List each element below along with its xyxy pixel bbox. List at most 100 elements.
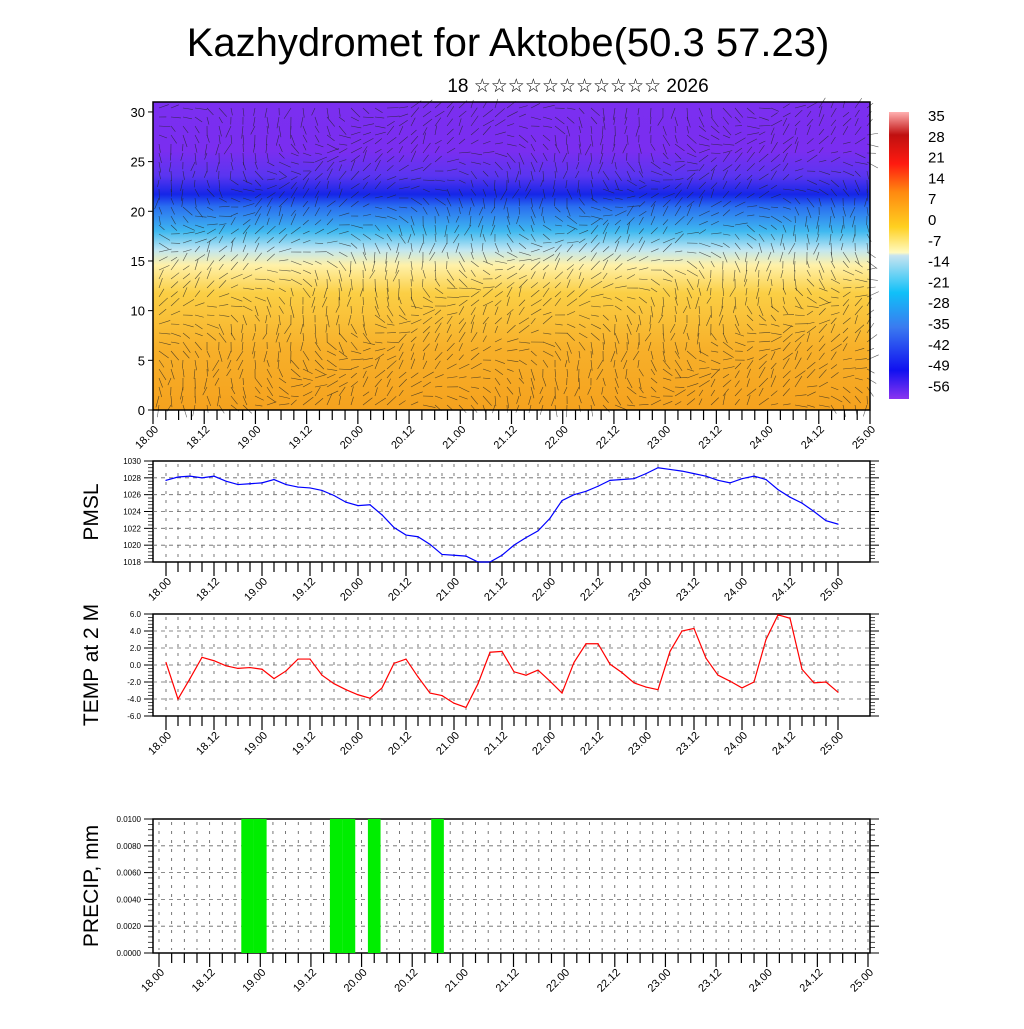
data-point [789,618,790,619]
x-tick-label: 22.00 [530,576,558,604]
y-tick-label: 1028 [123,474,141,483]
data-point [561,500,562,501]
x-tick-label: 19.00 [242,576,270,604]
data-point [645,473,646,474]
data-point [801,669,802,670]
data-point [381,514,382,515]
y-tick-label: 5 [138,353,145,368]
data-point [357,694,358,695]
data-point [345,689,346,690]
data-point [513,671,514,672]
y-tick-label: 6.0 [130,610,142,619]
data-point [393,663,394,664]
data-point [225,665,226,666]
y-tick-label: 4.0 [130,627,142,636]
data-point [237,484,238,485]
data-point [765,479,766,480]
x-tick-label: 19.00 [242,730,270,758]
x-tick-label: 25.00 [818,730,846,758]
y-tick-label: 0.0040 [117,895,142,904]
data-point [681,630,682,631]
data-point [525,675,526,676]
data-point [621,479,622,480]
data-point [417,536,418,537]
data-point [309,487,310,488]
data-point [285,484,286,485]
data-point [429,544,430,545]
data-point [801,502,802,503]
data-point [165,480,166,481]
precip-bar [343,819,356,953]
x-tick-label: 22.12 [578,576,606,604]
y-tick-label: 25 [131,155,145,170]
x-tick-label: 19.00 [236,424,264,452]
y-tick-label: 1020 [123,541,141,550]
y-axis-label: PMSL [80,483,103,540]
x-tick-label: 20.00 [342,967,370,995]
data-point [465,707,466,708]
data-point [537,670,538,671]
data-point [777,489,778,490]
colorbar-label: 28 [928,129,945,146]
y-tick-label: 1022 [123,524,141,533]
data-point [585,643,586,644]
data-point [333,683,334,684]
y-tick-label: 15 [131,254,145,269]
y-tick-label: 20 [131,204,145,219]
precip-bar [431,819,444,953]
x-tick-label: 18.12 [190,967,218,995]
colorbar [889,112,909,399]
x-tick-label: 20.12 [392,967,420,995]
x-tick-label: 18.00 [133,424,161,452]
x-tick-label: 25.00 [850,424,878,452]
x-tick-label: 21.00 [434,576,462,604]
data-point [405,658,406,659]
data-point [429,692,430,693]
y-tick-label: 1024 [123,508,141,517]
data-point [249,667,250,668]
data-point [321,675,322,676]
data-point [333,495,334,496]
data-point [633,682,634,683]
data-point [261,669,262,670]
x-tick-label: 22.12 [594,424,622,452]
x-tick-label: 25.00 [818,576,846,604]
y-axis-label: TEMP at 2 M [80,604,103,726]
colorbar-label: 7 [928,191,936,208]
x-tick-label: 24.12 [770,576,798,604]
data-point [669,651,670,652]
chart-title: Kazhydromet for Aktobe(50.3 57.23) [187,21,830,65]
data-point [369,698,370,699]
y-tick-label: -4.0 [127,695,141,704]
chart-subtitle: 18 ☆☆☆☆☆☆☆☆☆☆☆ 2026 [447,76,708,97]
precip-bar [241,819,254,953]
x-tick-label: 22.12 [595,967,623,995]
colorbar-label: -7 [928,233,941,250]
data-point [717,675,718,676]
data-point [705,476,706,477]
data-point [657,689,658,690]
x-tick-label: 20.12 [386,576,414,604]
data-point [189,678,190,679]
data-point [273,678,274,679]
data-point [201,477,202,478]
y-tick-label: 30 [131,105,145,120]
data-point [261,482,262,483]
data-point [705,658,706,659]
data-point [237,668,238,669]
data-point [321,490,322,491]
data-point [753,476,754,477]
data-point [297,486,298,487]
data-point [561,692,562,693]
y-tick-label: 0.0060 [117,869,142,878]
x-tick-label: 18.12 [184,424,212,452]
y-tick-label: 1026 [123,491,141,500]
data-point [693,473,694,474]
x-tick-label: 22.00 [530,730,558,758]
data-point [837,692,838,693]
colorbar-label: 21 [928,150,945,167]
data-point [741,687,742,688]
